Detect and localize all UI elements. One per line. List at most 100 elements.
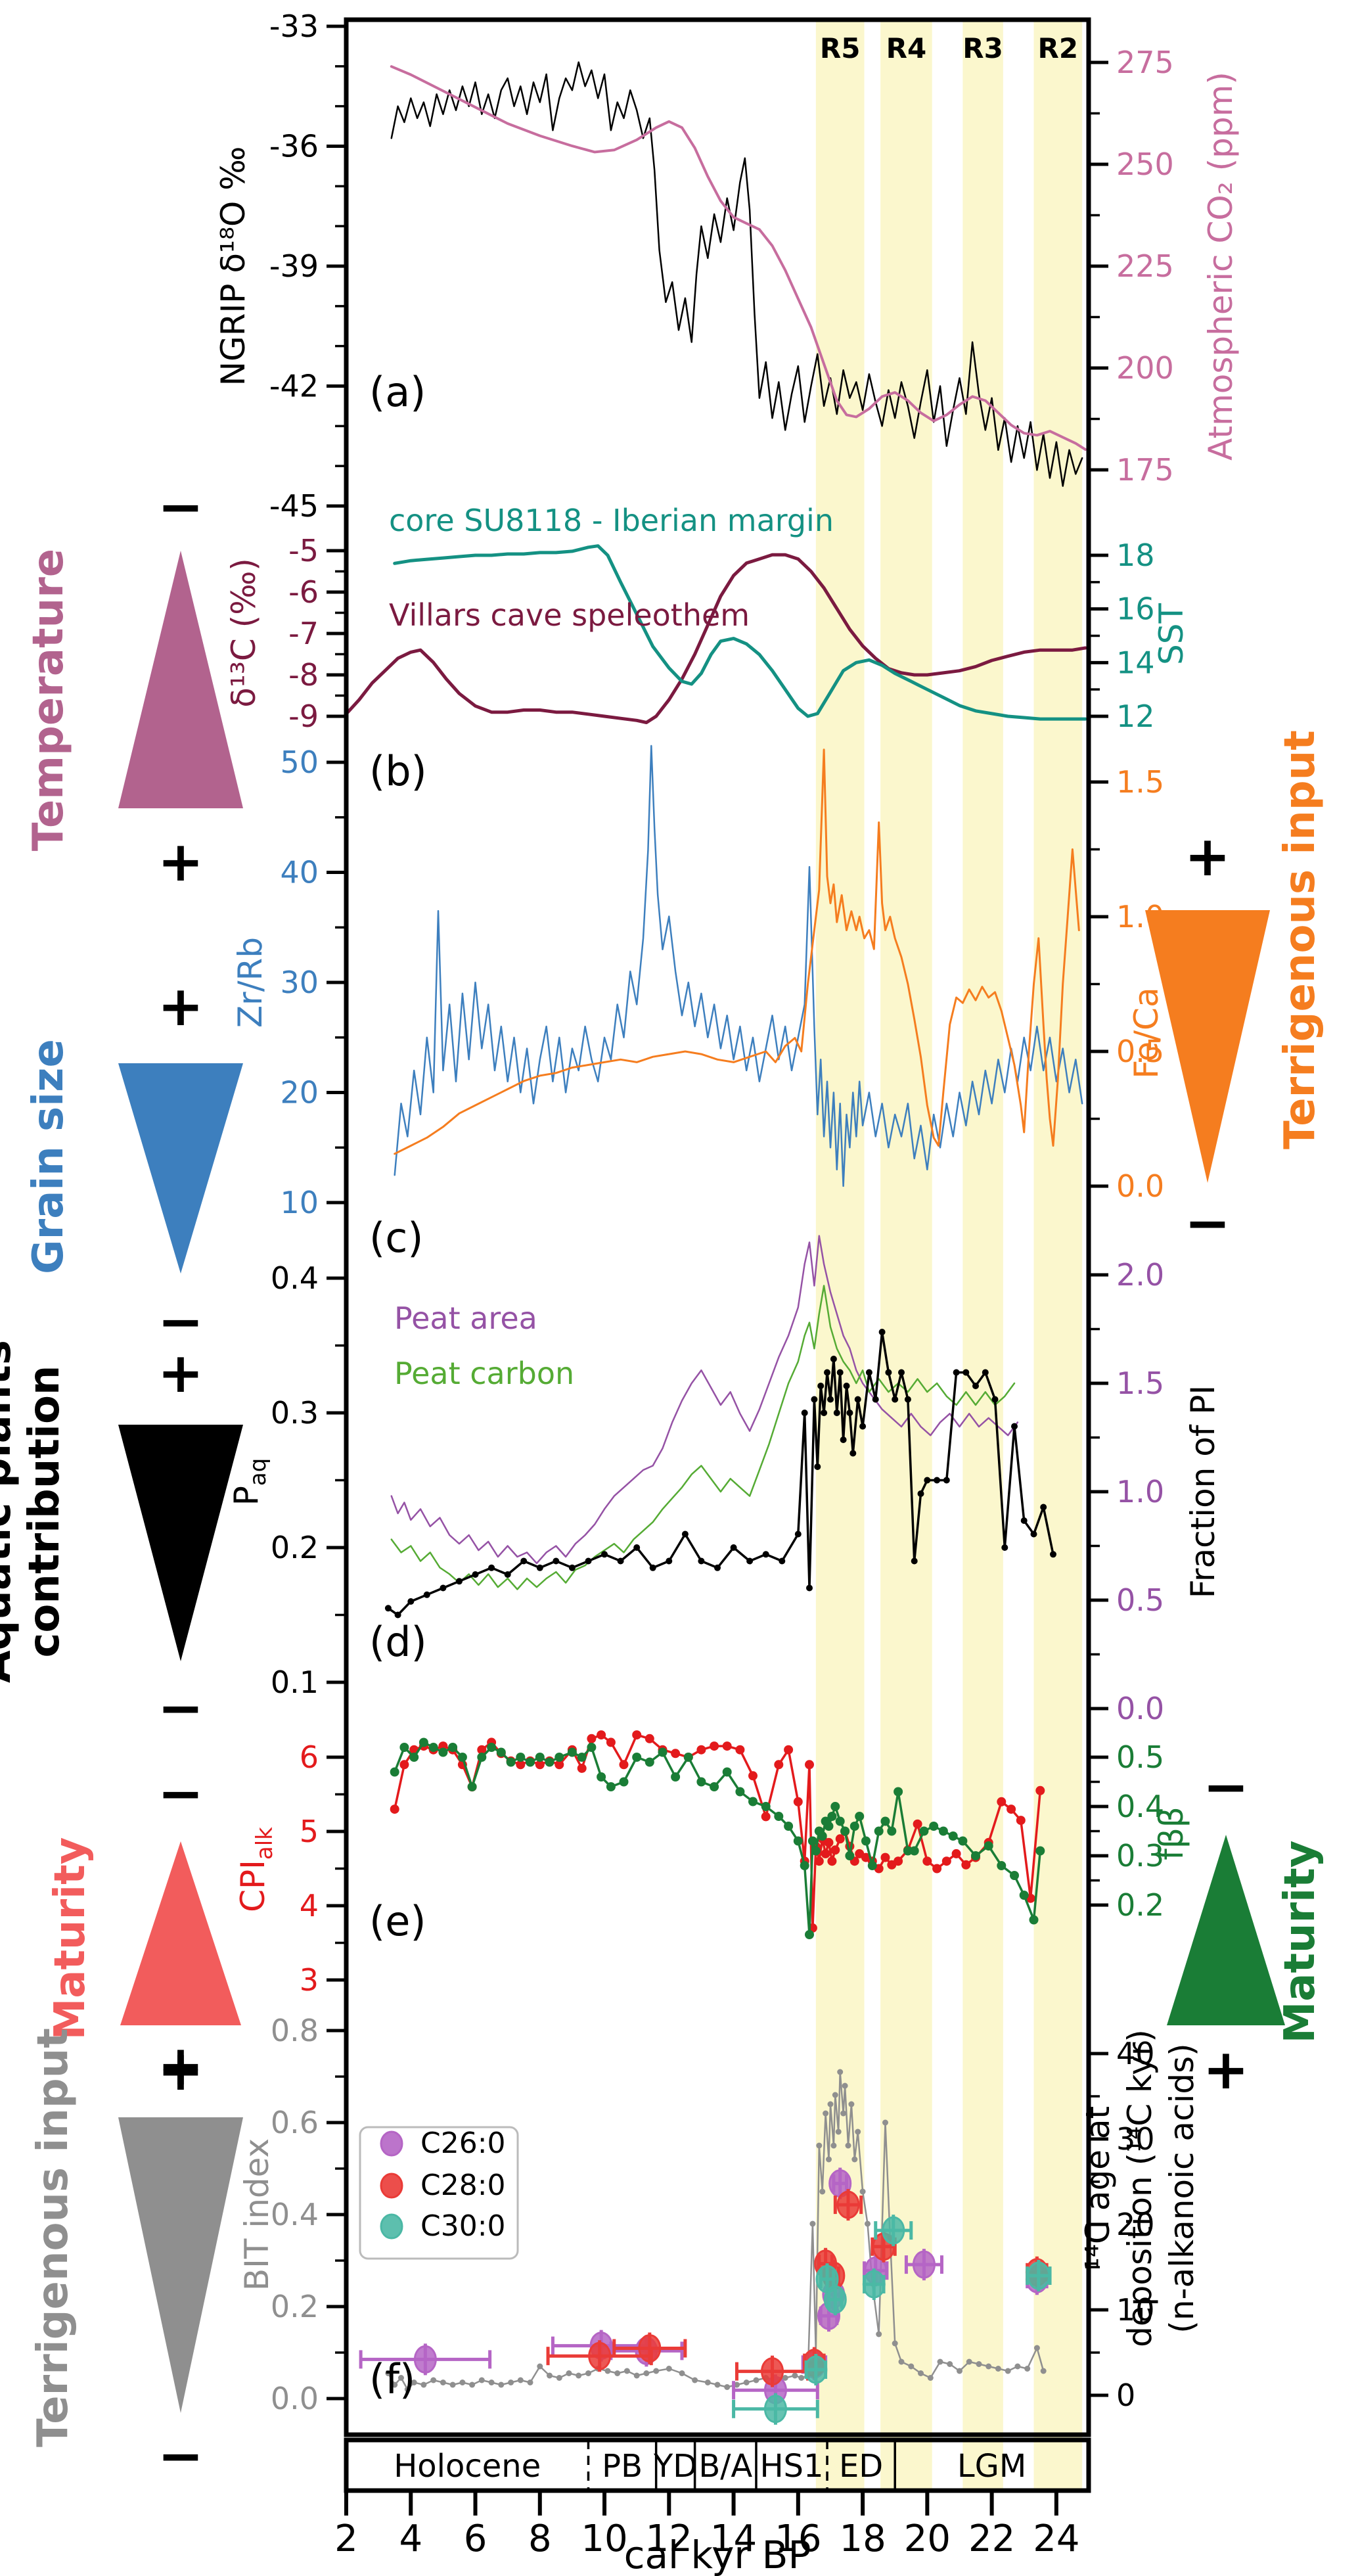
tick-label: 10 — [280, 1185, 319, 1220]
tick-label: 175 — [1116, 452, 1174, 488]
sign-bottom: − — [1185, 1191, 1231, 1255]
tick-label: 0.0 — [271, 2381, 319, 2416]
annotation-3: Peat carbon — [394, 1356, 574, 1391]
tick-label: 10 — [1116, 2292, 1155, 2328]
annotation-2: Peat area — [394, 1300, 537, 1336]
axis-feca: 1.51.00.50.0Fe/Ca — [1089, 764, 1166, 1204]
panel-label-d: (d) — [369, 1618, 427, 1666]
tick-label: 200 — [1116, 350, 1174, 386]
tick-label: 12 — [1116, 699, 1155, 734]
tick-label: 5 — [300, 1814, 319, 1849]
axis-paq: 0.4 0.3 0.2 0.1 Paq — [227, 1260, 346, 1700]
band-label-R4: R4 — [886, 32, 927, 64]
tick-label: 40 — [280, 855, 319, 890]
legend-marker-C30:0 — [380, 2213, 403, 2240]
tick-label: 14 — [1116, 645, 1155, 680]
scatter-C30:0 — [732, 2215, 1052, 2425]
series-fbb — [390, 1737, 1045, 1939]
sign-bottom: − — [158, 1289, 204, 1354]
panel-label-b: (b) — [369, 747, 427, 795]
tick-label: 1.0 — [1116, 1474, 1164, 1509]
tick-label: 30 — [280, 965, 319, 1000]
tick-label: 0.5 — [1116, 1739, 1164, 1775]
sign-top: − — [158, 1761, 204, 1826]
tick-label: -45 — [269, 488, 319, 524]
sign-bottom: − — [158, 1676, 204, 1740]
tick-label: 0.3 — [271, 1395, 319, 1431]
tick-label: 0.4 — [271, 2197, 319, 2232]
tick-label: 6 — [300, 1739, 319, 1775]
sign-bottom: + — [158, 829, 204, 894]
stadial-bands: R5 R4 R3 R2 — [815, 20, 1083, 2491]
axis-cpi: 6 5 4 3 CPIalk — [234, 1739, 346, 1998]
tick-label: -39 — [269, 248, 319, 284]
indicator-maturity: Maturity − + — [46, 1761, 241, 2103]
tick-label: 3 — [300, 1962, 319, 1998]
indicator-triangle — [118, 1425, 243, 1661]
tick-label: -9 — [288, 699, 319, 734]
proxy-indicators: Temperature−+Grain size+−Aquatic plants c… — [0, 474, 1324, 2488]
sign-top: − — [1203, 1755, 1249, 1819]
x-tick-label: 20 — [904, 2518, 951, 2560]
axis-ngrip: -33 -36 -39 -42 -45 NGRIP δ¹⁸O ‰ — [214, 9, 346, 524]
panel-label-a: (a) — [369, 368, 426, 416]
series-zrrb — [394, 745, 1083, 1187]
x-tick-label: 2 — [334, 2518, 358, 2560]
sign-bottom: + — [158, 2038, 204, 2103]
tick-label: 0.4 — [271, 1260, 319, 1296]
axis-co2: 275 250 225 200 175 Atmospheric CO₂ (ppm) — [1089, 45, 1240, 488]
tick-label: 18 — [1116, 538, 1155, 573]
x-tick-label: 12 — [646, 2518, 692, 2560]
c14-scatter — [359, 2167, 1052, 2425]
indicator-grain-size: Grain size + − — [24, 974, 243, 1354]
indicator-triangle — [118, 1063, 243, 1274]
tick-label: 0.1 — [271, 1665, 319, 1700]
tick-label: 16 — [1116, 591, 1155, 627]
x-tick-label: 6 — [464, 2518, 487, 2560]
plot-border — [344, 17, 1091, 2437]
tick-label: 0.4 — [1116, 1789, 1164, 1824]
axis-bit: 0.8 0.6 0.4 0.2 0.0 BIT index — [238, 2013, 346, 2416]
tick-label: 20 — [280, 1075, 319, 1111]
indicator-triangle — [1167, 1835, 1285, 2025]
tick-label: 2.0 — [1116, 1257, 1164, 1293]
x-tick-label: 10 — [581, 2518, 627, 2560]
tick-label: -6 — [288, 574, 319, 610]
tick-label: 0.2 — [1116, 1887, 1164, 1923]
axis-fbb: 0.5 0.4 0.3 0.2 fββ — [1089, 1739, 1190, 1923]
sign-top: + — [158, 1341, 204, 1405]
epoch-strip: Holocene PB YD B/A HS1 ED LGM — [344, 2437, 1091, 2493]
x-tick-label: 18 — [839, 2518, 886, 2560]
tick-label: 0.2 — [271, 1530, 319, 1565]
indicator-temperature: Temperature − + — [24, 474, 243, 894]
x-tick-label: 4 — [399, 2518, 422, 2560]
panel-label-f: (f) — [369, 2355, 415, 2403]
indicator-label: Terrigenous input — [29, 2028, 78, 2447]
series-co2 — [390, 65, 1087, 451]
epoch-label-HS1: HS1 — [759, 2448, 823, 2485]
series-sst — [393, 544, 1087, 721]
indicator-label: Grain size — [24, 1039, 73, 1274]
x-axis-title: cal kyr BP — [624, 2533, 811, 2576]
legend-label-C28:0: C28:0 — [420, 2169, 506, 2202]
indicator-label: Temperature — [24, 549, 73, 851]
indicator-aquatic-plants-contribution: Aquatic plants contribution + − — [0, 1340, 243, 1740]
axis-title-bit: BIT index — [238, 2138, 276, 2291]
band-label-R5: R5 — [820, 32, 861, 64]
axis-zrrb: 50 40 30 20 10 Zr/Rb — [231, 745, 346, 1220]
sign-bottom: + — [1203, 2037, 1249, 2102]
epoch-label-YD: YD — [653, 2448, 697, 2485]
x-tick-label: 14 — [710, 2518, 757, 2560]
tick-label: 4 — [300, 1888, 319, 1923]
axis-c14: 40 30 20 10 0 ¹⁴C age at deposition (¹⁴C kyr)(… — [1079, 2029, 1201, 2413]
axis-sst: 18 16 14 12 SST — [1089, 538, 1190, 734]
axis-title-c14: (n-alkanoic acids) — [1163, 2043, 1201, 2333]
x-tick-label: 22 — [968, 2518, 1015, 2560]
tick-label: 30 — [1116, 2121, 1155, 2157]
tick-label: 0.8 — [271, 2013, 319, 2048]
tick-label: 0.0 — [1116, 1168, 1164, 1204]
legend: C26:0 C28:0 C30:0 — [359, 2126, 519, 2260]
